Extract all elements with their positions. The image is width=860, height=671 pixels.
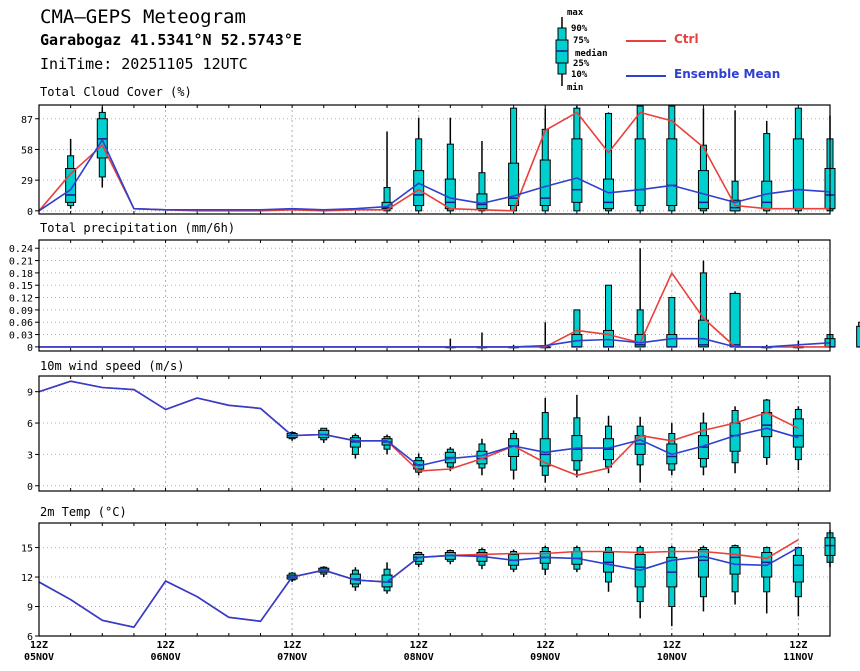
init-time-label: IniTime: 20251105 12UTC: [40, 55, 248, 73]
box-outer: [605, 112, 613, 212]
legend-mean-label: Ensemble Mean: [674, 67, 781, 81]
box-inner: [697, 549, 709, 578]
box-inner: [508, 162, 520, 207]
y-tick-label: 6: [27, 632, 33, 643]
y-tick-label: 0.18: [9, 269, 33, 280]
x-tick-label-date: 07NOV: [277, 652, 307, 663]
box-inner: [603, 178, 615, 210]
legend-box-label: max: [567, 8, 584, 18]
y-tick-label: 0: [27, 343, 33, 354]
box-inner: [476, 193, 488, 210]
y-tick-label: 15: [21, 544, 33, 555]
chart-title: CMA—GEPS Meteogram: [40, 6, 246, 28]
box-inner: [697, 319, 709, 348]
legend-box-label: median: [575, 48, 608, 59]
legend-box-label: 75%: [573, 36, 590, 46]
legend-mean-line: [626, 75, 666, 77]
x-tick-label-hour: 12Z: [410, 640, 428, 651]
x-tick-label-hour: 12Z: [789, 640, 807, 651]
mean-series-line: [38, 139, 831, 212]
y-tick-label: 3: [27, 450, 33, 461]
x-tick-label-hour: 12Z: [157, 640, 175, 651]
y-tick-label: 0.03: [9, 331, 33, 342]
mean-series-line: [38, 380, 799, 467]
x-tick-label-hour: 12Z: [536, 640, 554, 651]
y-tick-label: 87: [21, 115, 33, 126]
box-inner: [697, 170, 709, 210]
x-tick-label-hour: 12Z: [663, 640, 681, 651]
box-inner: [856, 325, 860, 348]
y-tick-label: 12: [21, 573, 33, 584]
legend-box-label: 10%: [571, 70, 588, 80]
x-tick-label-date: 08NOV: [404, 652, 434, 663]
mean-series-line: [38, 546, 799, 629]
legend-ctrl-line: [626, 40, 666, 42]
box-inner: [571, 138, 583, 203]
box-inner: [603, 329, 615, 348]
legend-box-label: min: [567, 82, 583, 93]
x-tick-label-hour: 12Z: [283, 640, 301, 651]
box-inner: [792, 138, 804, 210]
y-tick-label: 0.24: [9, 244, 33, 255]
legend-box-label: 25%: [573, 59, 590, 69]
box-inner: [666, 138, 678, 207]
panel-frame: [38, 522, 831, 637]
box-outer: [383, 187, 391, 212]
panel-frame: [38, 104, 831, 215]
box-inner: [65, 167, 77, 203]
box-inner: [792, 554, 804, 583]
y-tick-label: 9: [27, 388, 33, 399]
y-tick-label: 58: [21, 145, 33, 156]
y-tick-label: 0: [27, 207, 33, 218]
box-outer: [763, 133, 771, 212]
x-tick-label-date: 09NOV: [530, 652, 560, 663]
box-inner: [634, 138, 646, 207]
mean-series-line: [39, 337, 831, 348]
location-label: Garabogaz 41.5341°N 52.5743°E: [40, 31, 302, 49]
panel-frame: [38, 239, 831, 352]
box-outer: [478, 172, 486, 212]
y-tick-label: 0.21: [9, 257, 33, 268]
y-tick-label: 29: [21, 176, 33, 187]
box-inner: [666, 334, 678, 348]
box-inner: [539, 159, 551, 207]
panel-title-3: 2m Temp (°C): [40, 505, 127, 519]
y-tick-label: 0.15: [9, 281, 33, 292]
y-tick-label: 0.12: [9, 294, 33, 305]
box-outer: [446, 143, 454, 212]
legend-box-label: 90%: [571, 24, 588, 34]
panel-title-2: 10m wind speed (m/s): [40, 359, 185, 373]
box-inner: [729, 292, 741, 348]
x-tick-label-date: 10NOV: [657, 652, 687, 663]
box-inner: [792, 418, 804, 448]
panel-title-0: Total Cloud Cover (%): [40, 85, 192, 99]
y-tick-label: 0.09: [9, 306, 33, 317]
box-inner: [381, 201, 393, 210]
x-tick-label-date: 06NOV: [151, 652, 181, 663]
box-inner: [444, 178, 456, 210]
legend-ctrl-label: Ctrl: [674, 32, 699, 46]
box-inner: [729, 547, 741, 575]
x-tick-label-date: 05NOV: [24, 652, 54, 663]
x-tick-label-hour: 12Z: [30, 640, 48, 651]
y-tick-label: 0: [27, 482, 33, 493]
panel-title-1: Total precipitation (mm/6h): [40, 221, 235, 235]
box-inner: [413, 170, 425, 207]
y-tick-label: 6: [27, 419, 33, 430]
y-tick-label: 0.06: [9, 318, 33, 329]
x-tick-label-date: 11NOV: [783, 652, 813, 663]
box-inner: [476, 450, 488, 465]
panel-frame: [38, 375, 831, 492]
y-tick-label: 9: [27, 603, 33, 614]
